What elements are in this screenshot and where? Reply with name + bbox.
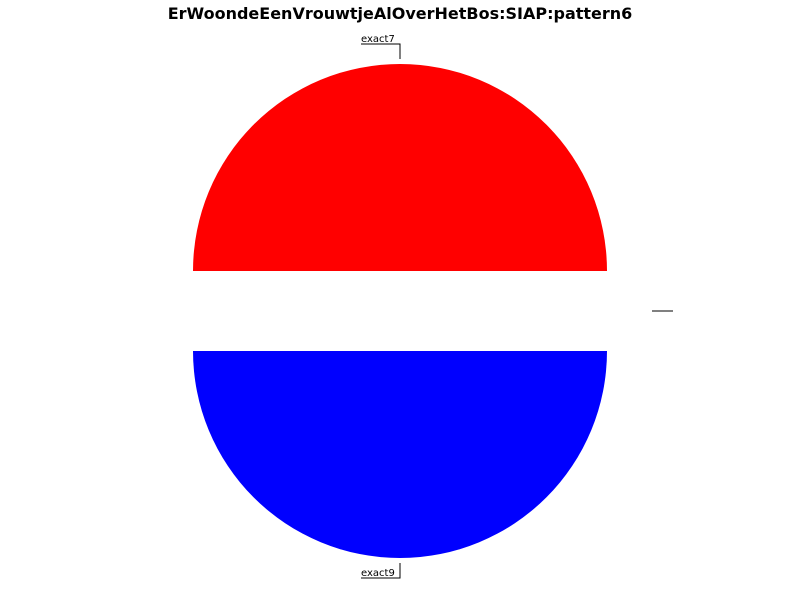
leader-line-exact7 [361, 43, 401, 59]
pie-slice-unlabeled [193, 271, 607, 351]
slice-label-exact9: exact9 [361, 568, 395, 579]
leader-line-exact9 [361, 563, 401, 579]
chart-title: ErWoondeEenVrouwtjeAlOverHetBos:SIAP:pat… [168, 4, 633, 23]
pie-slice-exact7 [193, 64, 607, 271]
pie-slice-exact9 [193, 351, 607, 558]
slice-label-exact7: exact7 [361, 34, 395, 45]
